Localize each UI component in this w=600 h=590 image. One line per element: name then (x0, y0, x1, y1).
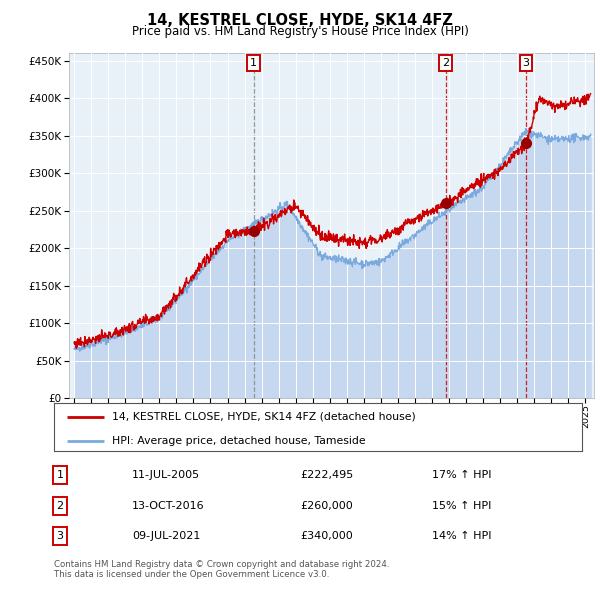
Text: HPI: Average price, detached house, Tameside: HPI: Average price, detached house, Tame… (112, 435, 366, 445)
Text: Contains HM Land Registry data © Crown copyright and database right 2024.: Contains HM Land Registry data © Crown c… (54, 560, 389, 569)
Text: £340,000: £340,000 (300, 532, 353, 541)
Text: 1: 1 (250, 58, 257, 68)
Text: Price paid vs. HM Land Registry's House Price Index (HPI): Price paid vs. HM Land Registry's House … (131, 25, 469, 38)
Text: 2: 2 (56, 501, 64, 510)
Text: £260,000: £260,000 (300, 501, 353, 510)
Text: 14, KESTREL CLOSE, HYDE, SK14 4FZ: 14, KESTREL CLOSE, HYDE, SK14 4FZ (147, 13, 453, 28)
Text: 11-JUL-2005: 11-JUL-2005 (132, 470, 200, 480)
Text: £222,495: £222,495 (300, 470, 353, 480)
Text: 14% ↑ HPI: 14% ↑ HPI (432, 532, 491, 541)
Text: 13-OCT-2016: 13-OCT-2016 (132, 501, 205, 510)
Text: 09-JUL-2021: 09-JUL-2021 (132, 532, 200, 541)
Text: 14, KESTREL CLOSE, HYDE, SK14 4FZ (detached house): 14, KESTREL CLOSE, HYDE, SK14 4FZ (detac… (112, 411, 416, 421)
Text: This data is licensed under the Open Government Licence v3.0.: This data is licensed under the Open Gov… (54, 571, 329, 579)
Text: 3: 3 (523, 58, 530, 68)
Text: 17% ↑ HPI: 17% ↑ HPI (432, 470, 491, 480)
Text: 15% ↑ HPI: 15% ↑ HPI (432, 501, 491, 510)
Text: 1: 1 (56, 470, 64, 480)
Text: 2: 2 (442, 58, 449, 68)
Text: 3: 3 (56, 532, 64, 541)
